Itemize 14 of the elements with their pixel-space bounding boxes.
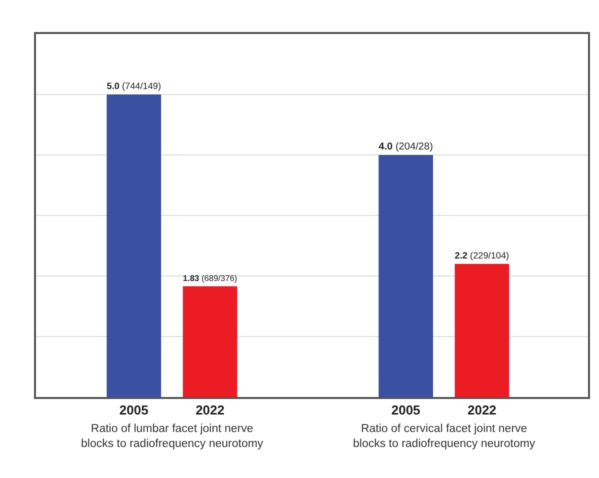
- series-label: 2005: [119, 402, 148, 418]
- x-tick-label: Ratio of lumbar facet joint nerve blocks to radiofrequency neurotomy: [81, 423, 264, 450]
- data-label: 4.0 (204/28): [378, 141, 433, 152]
- data-label: 1.83 (689/376): [182, 273, 238, 284]
- text: 2022: [467, 402, 496, 418]
- series-label: 2022: [196, 402, 224, 418]
- bar: [378, 155, 433, 397]
- data-label: 5.0 (744/149): [106, 81, 162, 92]
- bar: [106, 94, 162, 397]
- bar: [182, 286, 238, 397]
- x-tick-label: Ratio of cervical facet joint nerve blocks to radiofrequency neurotomy: [353, 423, 536, 450]
- data-label: 2.2 (229/104): [454, 250, 510, 261]
- bar: [454, 264, 510, 397]
- text: 2005: [391, 402, 420, 418]
